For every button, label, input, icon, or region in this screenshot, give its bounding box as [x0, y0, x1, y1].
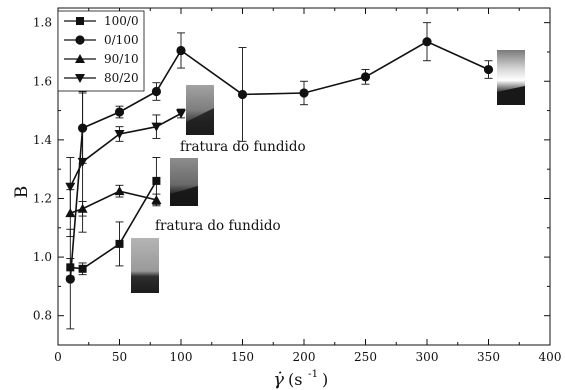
legend-label: 100/0: [104, 14, 139, 28]
x-tick-label: 300: [416, 350, 439, 364]
series-line: [69, 40, 489, 280]
legend-marker: [75, 74, 85, 83]
legend-marker: [75, 54, 85, 63]
y-tick-label: 1.8: [33, 16, 52, 30]
inset-photo-100-0: [131, 238, 159, 293]
data-point: [115, 239, 124, 248]
annotation-melt-fracture-1: fratura do fundido: [180, 139, 306, 155]
y-tick-label: 1.2: [33, 191, 52, 205]
y-tick-label: 1.0: [33, 250, 52, 264]
y-tick-label: 0.8: [33, 309, 52, 323]
data-point: [151, 86, 161, 97]
x-tick-label: 100: [170, 350, 193, 364]
data-point: [114, 107, 125, 117]
x-tick-label: 400: [539, 350, 562, 364]
data-point: [152, 176, 161, 185]
series-0-100: [65, 22, 494, 330]
data-point: [176, 45, 186, 56]
legend-item-0-100: 0/100: [64, 33, 139, 47]
series-80-20: [65, 91, 186, 233]
series-line: [70, 190, 157, 214]
data-point: [114, 186, 125, 196]
legend-label: 0/100: [104, 33, 139, 47]
inset-photo-90-10: [170, 158, 198, 206]
x-axis-label-close: ): [322, 370, 328, 389]
legend-item-90-10: 90/10: [64, 52, 139, 66]
x-tick-label: 0: [54, 350, 62, 364]
data-point: [78, 264, 87, 273]
x-tick-label: 350: [477, 350, 500, 364]
series-90-10: [65, 184, 162, 238]
legend-item-80-20: 80/20: [64, 71, 139, 85]
data-point: [151, 122, 162, 132]
x-tick-label: 150: [231, 350, 254, 364]
legend-label: 90/10: [104, 52, 139, 66]
data-point: [237, 89, 248, 100]
y-tick-label: 1.4: [33, 133, 52, 147]
data-point: [77, 157, 88, 167]
series-line: [69, 112, 182, 188]
annotation-melt-fracture-2: fratura do fundido: [155, 218, 281, 234]
data-point: [422, 37, 432, 47]
x-axis-label-exponent: -1: [308, 368, 318, 380]
x-axis-label: γ̇ (s -1 ): [273, 368, 328, 390]
series-line: [70, 180, 158, 270]
legend-marker: [75, 35, 85, 45]
data-point: [151, 194, 162, 204]
data-point: [483, 64, 494, 75]
data-point: [65, 274, 75, 284]
legend: 100/0 0/100 90/10 80/20: [57, 10, 145, 92]
legend-label: 80/20: [104, 71, 139, 85]
inset-photo-80-20: [186, 85, 214, 135]
inset-photo-0-100: [497, 50, 525, 105]
legend-marker: [76, 17, 84, 25]
x-tick-label: 50: [112, 350, 127, 364]
inset-photos: [131, 50, 525, 293]
legend-item-100-0: 100/0: [64, 14, 139, 28]
y-axis-label: B: [12, 186, 32, 199]
x-tick-label: 250: [354, 350, 377, 364]
data-point: [360, 72, 371, 82]
data-point: [176, 109, 186, 119]
series-layer: [65, 22, 494, 330]
data-point: [114, 130, 125, 140]
data-point: [299, 88, 309, 98]
x-tick-label: 200: [293, 350, 316, 364]
x-axis-label-symbol: γ̇: [273, 369, 284, 390]
x-axis-label-unit: (s: [288, 370, 302, 389]
data-point: [65, 182, 76, 192]
y-tick-label: 1.6: [33, 74, 52, 88]
